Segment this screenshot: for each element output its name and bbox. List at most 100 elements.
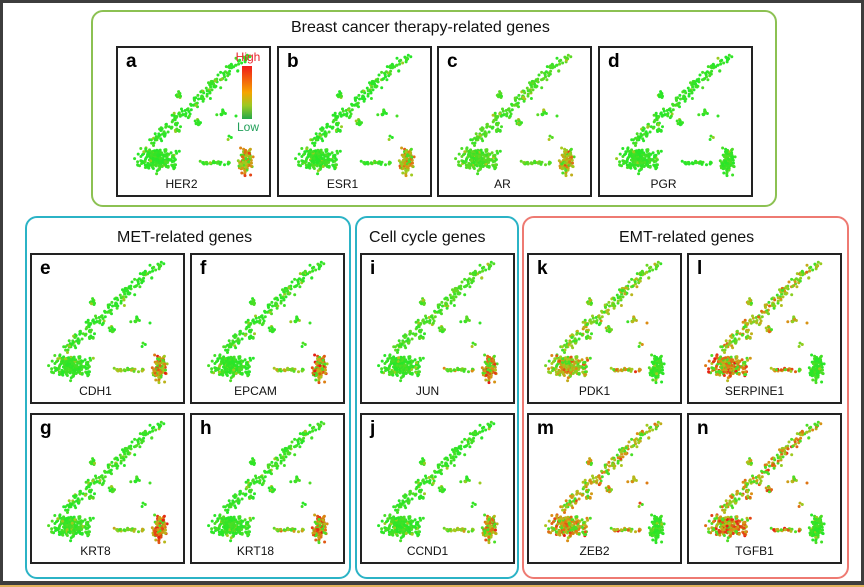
cell-point xyxy=(150,153,154,157)
cell-point xyxy=(162,422,166,426)
cell-point xyxy=(410,164,414,168)
cell-point xyxy=(244,157,248,161)
cell-point xyxy=(254,314,257,318)
cell-point xyxy=(297,437,301,441)
cell-point xyxy=(224,508,228,512)
cell-point xyxy=(100,315,104,319)
cell-point xyxy=(143,503,147,506)
cell-point xyxy=(148,148,152,152)
cell-point xyxy=(296,280,300,284)
cell-point xyxy=(558,62,562,66)
gene-name: PGR xyxy=(650,177,677,191)
cell-point xyxy=(648,161,652,164)
cell-point xyxy=(222,355,226,359)
cell-point xyxy=(493,163,497,167)
cell-point xyxy=(251,155,255,159)
cell-point xyxy=(55,527,59,531)
cell-point xyxy=(294,157,298,161)
cell-point xyxy=(371,81,375,85)
cell-point xyxy=(305,157,308,161)
cell-point xyxy=(401,166,405,170)
cell-point xyxy=(113,328,116,332)
cell-point xyxy=(232,368,236,372)
cell-point xyxy=(332,118,336,122)
cell-point xyxy=(636,155,639,159)
cell-point xyxy=(103,309,107,313)
cell-point xyxy=(321,358,325,362)
cell-point xyxy=(374,79,378,83)
cell-point xyxy=(380,86,384,90)
scatter-plot xyxy=(294,53,416,178)
cell-point xyxy=(275,466,279,470)
cell-point xyxy=(78,520,81,524)
cell-point xyxy=(708,138,712,141)
cell-point xyxy=(311,269,315,273)
cell-point xyxy=(223,505,227,509)
cell-point xyxy=(297,530,300,534)
cell-point xyxy=(236,497,240,501)
cell-point xyxy=(282,304,286,307)
cell-point xyxy=(89,358,93,362)
cell-point xyxy=(224,348,228,352)
cell-point xyxy=(322,422,326,426)
cell-point xyxy=(86,373,90,377)
cell-point xyxy=(478,164,482,168)
cell-point xyxy=(268,470,272,474)
cell-point xyxy=(85,325,89,329)
cell-point xyxy=(119,299,123,303)
cell-point xyxy=(233,524,237,527)
cell-point xyxy=(281,288,284,292)
cell-point xyxy=(637,169,641,173)
cell-point xyxy=(224,357,228,361)
cell-point xyxy=(275,528,279,532)
cell-point xyxy=(651,151,655,155)
cell-point xyxy=(71,531,75,535)
cell-point xyxy=(725,150,729,154)
cell-point xyxy=(323,540,327,544)
cell-point xyxy=(243,358,247,362)
cell-point xyxy=(314,268,318,272)
cell-point xyxy=(243,168,247,172)
cell-point xyxy=(69,539,73,543)
cell-point xyxy=(129,528,133,532)
cell-point xyxy=(636,157,640,161)
cell-point xyxy=(635,137,639,141)
cell-point xyxy=(520,121,523,125)
cell-point xyxy=(293,453,297,457)
cell-point xyxy=(296,440,300,444)
cell-point xyxy=(217,367,221,370)
cell-point xyxy=(569,147,573,151)
cell-point xyxy=(705,70,709,74)
cell-point xyxy=(709,72,713,76)
cell-point xyxy=(163,522,167,526)
cell-point xyxy=(239,146,243,150)
cell-point xyxy=(133,277,137,281)
cell-point xyxy=(711,62,715,66)
cell-point xyxy=(366,92,370,96)
cell-point xyxy=(618,152,622,156)
cell-point xyxy=(227,344,231,348)
cell-point xyxy=(127,446,131,450)
cell-point xyxy=(216,73,220,77)
cell-point xyxy=(121,448,124,452)
cell-point xyxy=(301,279,305,283)
cell-point xyxy=(85,485,89,489)
cell-point xyxy=(254,476,258,480)
cell-point xyxy=(159,157,163,160)
cell-point xyxy=(94,316,98,320)
cell-point xyxy=(354,99,357,102)
cell-point xyxy=(114,303,118,306)
cell-point xyxy=(526,92,530,96)
cell-point xyxy=(410,155,414,159)
cell-point xyxy=(231,534,235,538)
cell-point xyxy=(240,337,244,341)
cell-point xyxy=(157,381,161,385)
cell-point xyxy=(101,321,105,325)
cell-point xyxy=(159,260,163,264)
cell-point xyxy=(357,93,361,97)
cell-point xyxy=(233,496,237,499)
cell-point xyxy=(86,530,90,534)
cell-point xyxy=(549,69,553,73)
cell-point xyxy=(732,161,735,165)
cell-point xyxy=(469,148,473,152)
